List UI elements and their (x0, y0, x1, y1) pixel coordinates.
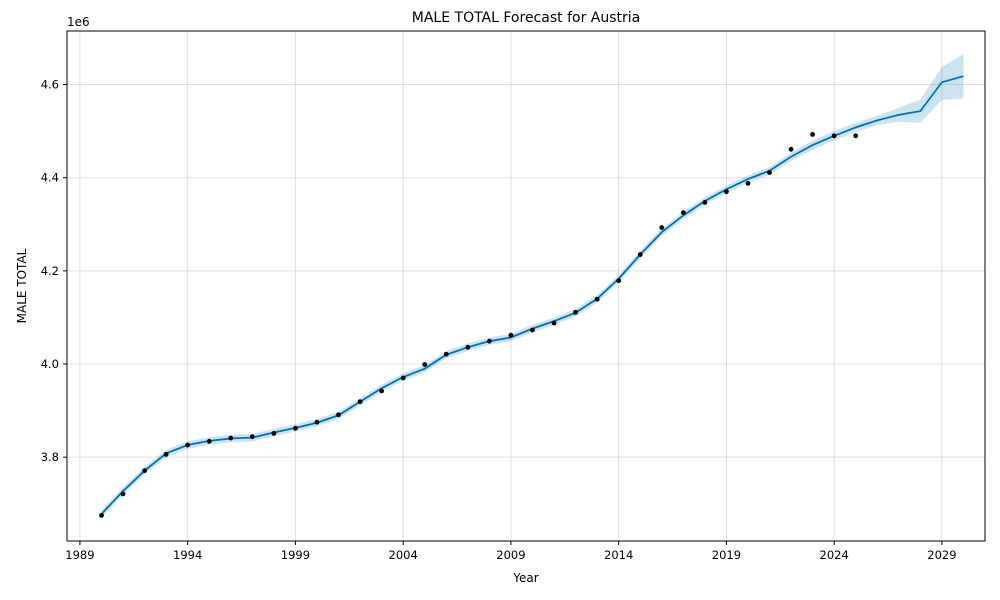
grid-lines (67, 31, 985, 541)
observed-point (594, 296, 600, 302)
observed-point (357, 399, 363, 405)
observed-point (551, 320, 557, 326)
x-axis-label: Year (512, 571, 538, 585)
observed-point (767, 170, 772, 175)
y-tick-label: 4.0 (41, 357, 59, 371)
x-tick-label: 1999 (281, 548, 310, 562)
x-tick-label: 2019 (712, 548, 741, 562)
chart-title: MALE TOTAL Forecast for Austria (412, 10, 640, 26)
x-tick-label: 2029 (927, 548, 956, 562)
x-tick-label: 1994 (173, 548, 202, 562)
observed-point (810, 132, 816, 137)
observed-point (120, 491, 126, 497)
observed-point (379, 388, 385, 394)
observed-point (206, 438, 212, 444)
observed-point (745, 180, 751, 186)
observed-point (724, 189, 729, 195)
observed-point (659, 225, 665, 230)
observed-point (702, 200, 708, 205)
observed-point (680, 210, 686, 216)
observed-point (573, 309, 578, 315)
x-tick-label: 2009 (496, 548, 525, 562)
x-tick-label: 2014 (604, 548, 633, 562)
observed-point (508, 332, 514, 338)
observed-point (443, 351, 449, 357)
observed-point (185, 442, 191, 448)
y-tick-label: 4.6 (41, 78, 59, 92)
observed-point (249, 434, 255, 440)
observed-point (336, 412, 341, 418)
observed-point (637, 252, 643, 257)
plot-area-frame (66, 30, 986, 542)
observed-point (163, 451, 169, 457)
y-tick-label: 4.2 (41, 264, 59, 278)
observed-point (271, 431, 277, 436)
y-tick-label: 4.4 (41, 171, 59, 185)
x-axis-ticks: 1989 1994 1999 2004 2009 2014 2019 2024 2029 (65, 541, 957, 562)
x-tick-label: 2004 (389, 548, 418, 562)
observed-points-layer (99, 132, 859, 518)
observed-point (530, 327, 535, 333)
observed-point (788, 146, 794, 152)
y-axis-ticks: 3.8 4.0 4.2 4.4 4.6 (41, 78, 67, 464)
observed-point (142, 468, 147, 474)
observed-point (616, 278, 622, 284)
observed-point (228, 435, 234, 441)
observed-point (422, 362, 428, 367)
y-axis-label: MALE TOTAL (15, 248, 29, 323)
x-tick-label: 1989 (65, 548, 94, 562)
observed-point (486, 338, 492, 344)
y-axis-offset-label: 1e6 (67, 15, 90, 29)
observed-point (853, 133, 859, 139)
observed-point (293, 425, 298, 431)
x-tick-label: 2024 (820, 548, 849, 562)
observed-point (314, 419, 320, 425)
observed-point (400, 375, 406, 381)
observed-point (99, 512, 104, 518)
y-tick-label: 3.8 (41, 450, 59, 464)
observed-point (831, 133, 837, 139)
observed-point (465, 344, 471, 350)
